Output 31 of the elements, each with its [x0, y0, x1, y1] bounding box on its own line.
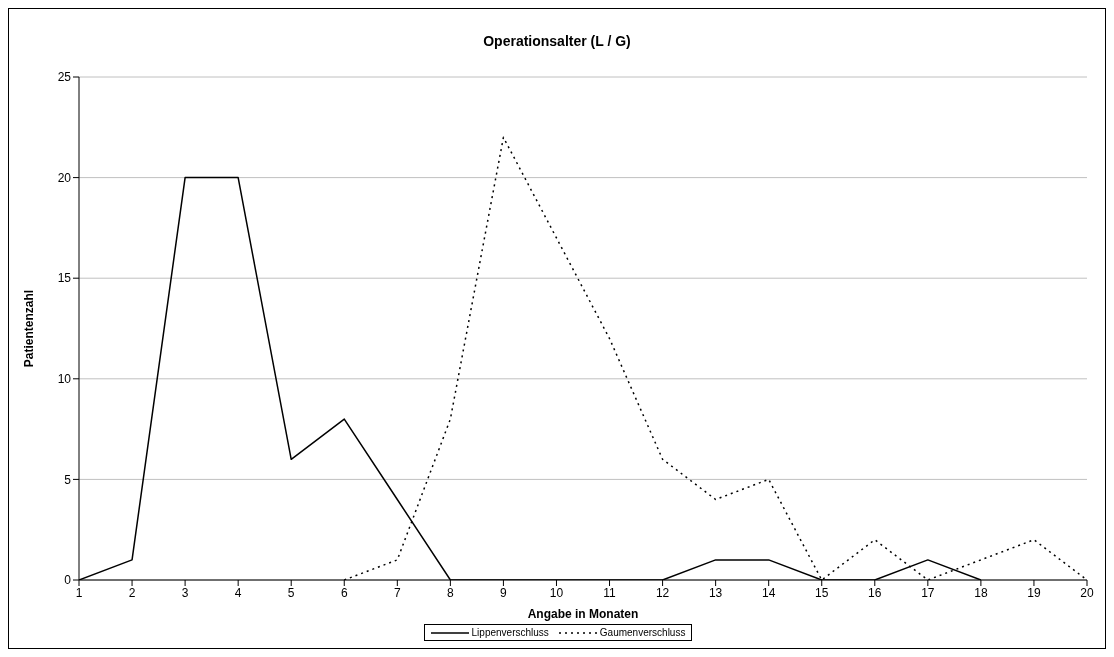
x-tick-label: 13	[708, 585, 723, 600]
x-tick-label: 3	[181, 585, 189, 600]
y-tick-label: 5	[64, 472, 72, 487]
y-axis-title: Patientenzahl	[22, 289, 37, 368]
x-tick-label: 1	[75, 585, 83, 600]
x-tick-label: 19	[1027, 585, 1041, 600]
x-tick-label: 8	[447, 585, 455, 600]
x-tick-label: 17	[921, 585, 935, 600]
x-tick-label: 12	[655, 585, 670, 600]
legend-label: Gaumenverschluss	[599, 627, 686, 638]
x-tick-label: 14	[762, 585, 776, 600]
y-tick-label: 20	[57, 170, 72, 185]
x-axis-title: Angabe in Monaten	[527, 607, 639, 621]
y-tick-label: 15	[57, 271, 72, 286]
x-tick-label: 2	[128, 585, 136, 600]
x-tick-label: 9	[500, 585, 508, 600]
legend-label: Lippenverschluss	[471, 627, 549, 638]
y-tick-label: 0	[64, 573, 72, 588]
x-tick-label: 20	[1080, 585, 1094, 600]
x-tick-label: 16	[868, 585, 882, 600]
x-tick-label: 5	[287, 585, 295, 600]
chart-title: Operationsalter (L / G)	[482, 33, 632, 51]
x-tick-label: 11	[603, 585, 617, 600]
x-tick-label: 6	[340, 585, 348, 600]
y-tick-label: 10	[57, 372, 72, 387]
x-tick-label: 15	[815, 585, 829, 600]
y-tick-label: 25	[57, 70, 72, 85]
x-tick-label: 18	[974, 585, 988, 600]
x-tick-label: 10	[549, 585, 564, 600]
x-tick-label: 7	[393, 585, 401, 600]
x-tick-label: 4	[234, 585, 242, 600]
